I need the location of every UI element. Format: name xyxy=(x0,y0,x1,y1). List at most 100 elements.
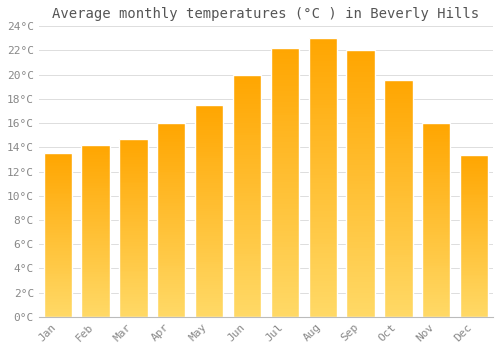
Bar xyxy=(460,158,488,160)
Bar xyxy=(308,239,337,241)
Bar xyxy=(82,229,110,231)
Bar xyxy=(157,218,186,220)
Bar xyxy=(270,255,299,258)
Bar xyxy=(308,89,337,91)
Bar xyxy=(346,218,375,221)
Bar xyxy=(346,287,375,290)
Bar xyxy=(308,272,337,275)
Bar xyxy=(270,67,299,70)
Bar xyxy=(157,150,186,152)
Bar xyxy=(119,231,148,233)
Bar xyxy=(44,207,72,209)
Bar xyxy=(233,75,261,317)
Bar xyxy=(384,279,412,281)
Bar xyxy=(384,89,412,91)
Bar xyxy=(460,294,488,296)
Bar xyxy=(346,298,375,301)
Bar xyxy=(195,306,224,308)
Bar xyxy=(270,158,299,161)
Bar xyxy=(346,194,375,197)
Bar xyxy=(157,282,186,284)
Bar xyxy=(44,153,72,155)
Bar xyxy=(270,295,299,298)
Bar xyxy=(44,158,72,160)
Bar xyxy=(308,94,337,97)
Bar xyxy=(195,232,224,234)
Bar xyxy=(82,179,110,181)
Bar xyxy=(384,291,412,293)
Bar xyxy=(195,105,224,317)
Bar xyxy=(157,315,186,317)
Bar xyxy=(119,269,148,271)
Bar xyxy=(157,290,186,292)
Bar xyxy=(119,272,148,274)
Bar xyxy=(270,182,299,185)
Bar xyxy=(384,270,412,272)
Bar xyxy=(460,200,488,202)
Bar xyxy=(44,232,72,233)
Bar xyxy=(422,305,450,307)
Bar xyxy=(82,260,110,262)
Bar xyxy=(82,274,110,275)
Bar xyxy=(82,313,110,315)
Bar xyxy=(82,154,110,155)
Bar xyxy=(384,132,412,134)
Bar xyxy=(270,225,299,228)
Bar xyxy=(308,228,337,231)
Bar xyxy=(195,143,224,145)
Bar xyxy=(195,145,224,147)
Bar xyxy=(233,230,261,232)
Bar xyxy=(82,236,110,238)
Bar xyxy=(460,182,488,184)
Bar xyxy=(460,296,488,298)
Bar xyxy=(82,214,110,215)
Bar xyxy=(44,314,72,315)
Bar xyxy=(44,175,72,176)
Bar xyxy=(119,274,148,276)
Bar xyxy=(119,182,148,183)
Bar xyxy=(384,191,412,194)
Bar xyxy=(346,197,375,199)
Bar xyxy=(119,151,148,153)
Bar xyxy=(270,201,299,204)
Bar xyxy=(460,164,488,166)
Bar xyxy=(460,155,488,317)
Bar xyxy=(422,259,450,261)
Bar xyxy=(82,301,110,303)
Bar xyxy=(82,193,110,195)
Bar xyxy=(82,289,110,291)
Bar xyxy=(460,229,488,231)
Bar xyxy=(460,163,488,164)
Bar xyxy=(346,106,375,109)
Bar xyxy=(270,62,299,64)
Bar xyxy=(157,311,186,313)
Bar xyxy=(422,212,450,214)
Bar xyxy=(270,107,299,110)
Bar xyxy=(346,101,375,104)
Bar xyxy=(460,250,488,252)
Bar xyxy=(308,105,337,108)
Bar xyxy=(384,305,412,307)
Bar xyxy=(233,164,261,167)
Bar xyxy=(308,44,337,47)
Bar xyxy=(422,265,450,266)
Bar xyxy=(157,251,186,253)
Bar xyxy=(270,266,299,268)
Bar xyxy=(82,238,110,239)
Bar xyxy=(346,160,375,162)
Bar xyxy=(308,247,337,250)
Bar xyxy=(308,236,337,239)
Bar xyxy=(195,270,224,272)
Bar xyxy=(308,41,337,44)
Bar xyxy=(270,48,299,317)
Bar xyxy=(384,94,412,96)
Bar xyxy=(233,118,261,121)
Bar xyxy=(422,160,450,162)
Bar xyxy=(195,224,224,226)
Bar xyxy=(422,228,450,230)
Bar xyxy=(82,186,110,188)
Bar xyxy=(460,186,488,187)
Bar xyxy=(82,272,110,274)
Bar xyxy=(119,288,148,290)
Bar xyxy=(119,306,148,308)
